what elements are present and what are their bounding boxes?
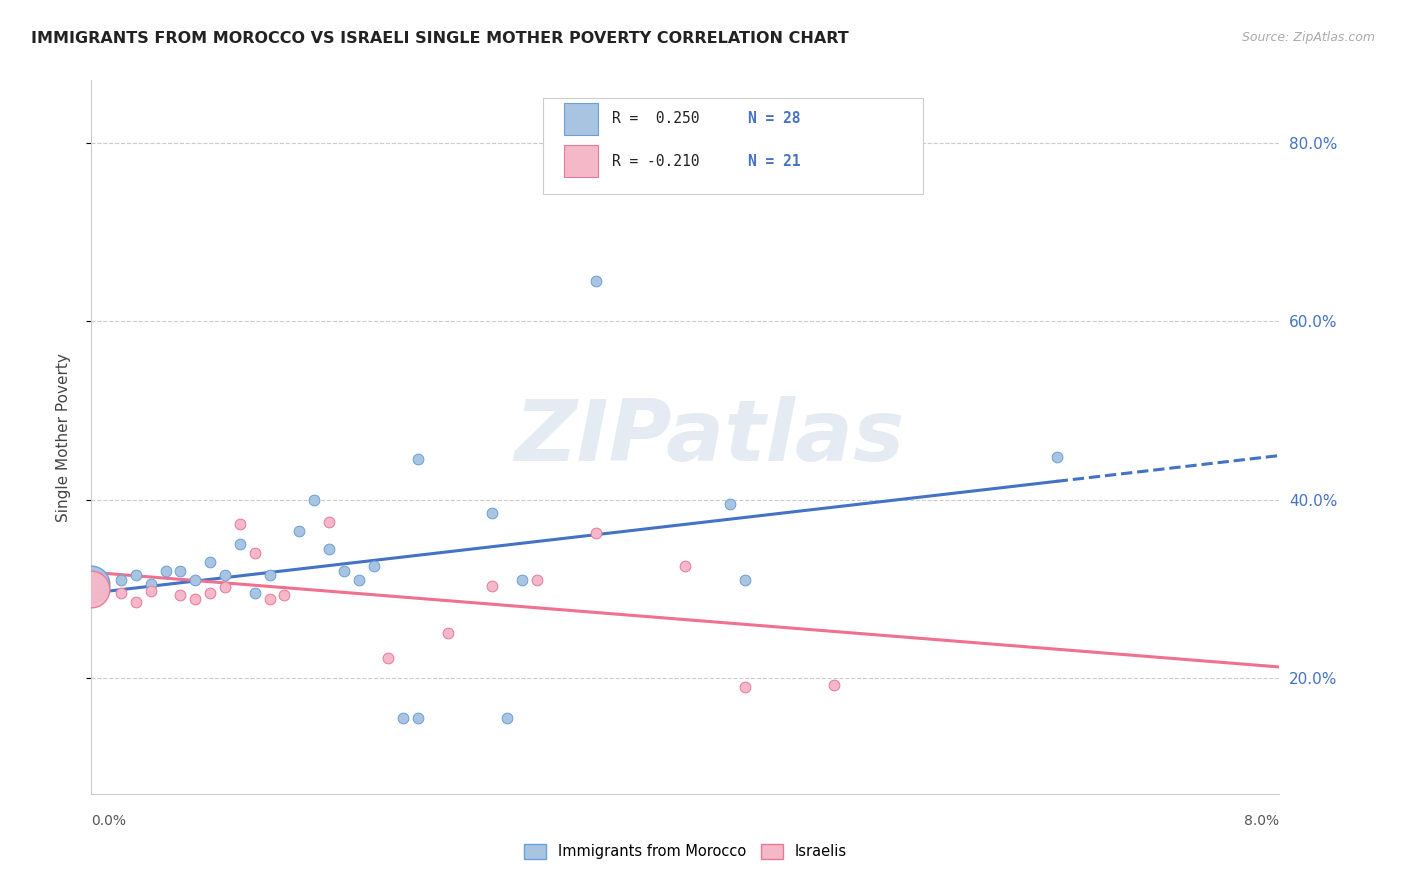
- Legend: Immigrants from Morocco, Israelis: Immigrants from Morocco, Israelis: [519, 838, 852, 865]
- Point: [318, 515, 340, 529]
- Point: [110, 586, 132, 600]
- Point: [80, 577, 103, 591]
- Point: [200, 555, 222, 569]
- Point: [406, 452, 429, 467]
- Text: N = 28: N = 28: [748, 112, 801, 126]
- Point: [169, 588, 191, 602]
- Bar: [564, 145, 598, 178]
- Point: [481, 506, 503, 520]
- Point: [273, 588, 295, 602]
- Point: [585, 274, 607, 288]
- Text: 0.0%: 0.0%: [91, 814, 127, 828]
- Text: R =  0.250: R = 0.250: [612, 112, 699, 126]
- Point: [184, 573, 207, 587]
- Text: R = -0.210: R = -0.210: [612, 153, 699, 169]
- Point: [243, 546, 266, 560]
- Point: [585, 525, 607, 540]
- Text: ZIPatlas: ZIPatlas: [515, 395, 904, 479]
- Point: [363, 559, 385, 574]
- Point: [333, 564, 356, 578]
- Point: [110, 573, 132, 587]
- Point: [229, 537, 252, 551]
- Text: 8.0%: 8.0%: [1244, 814, 1279, 828]
- Point: [259, 592, 281, 607]
- Point: [139, 584, 162, 599]
- Point: [155, 564, 177, 578]
- Point: [347, 573, 370, 587]
- Point: [214, 580, 236, 594]
- Point: [496, 711, 519, 725]
- Text: IMMIGRANTS FROM MOROCCO VS ISRAELI SINGLE MOTHER POVERTY CORRELATION CHART: IMMIGRANTS FROM MOROCCO VS ISRAELI SINGL…: [31, 31, 849, 46]
- Point: [436, 626, 458, 640]
- Point: [823, 678, 845, 692]
- Point: [229, 517, 252, 532]
- Point: [288, 524, 311, 538]
- Point: [214, 568, 236, 582]
- Text: N = 21: N = 21: [748, 153, 801, 169]
- Point: [243, 586, 266, 600]
- Point: [125, 568, 148, 582]
- Point: [481, 579, 503, 593]
- Point: [125, 595, 148, 609]
- Point: [169, 564, 191, 578]
- Point: [200, 586, 222, 600]
- Point: [184, 592, 207, 607]
- Point: [139, 577, 162, 591]
- Point: [734, 573, 756, 587]
- Point: [259, 568, 281, 582]
- Point: [80, 582, 103, 596]
- Point: [526, 573, 548, 587]
- Point: [1046, 450, 1069, 464]
- Y-axis label: Single Mother Poverty: Single Mother Poverty: [56, 352, 70, 522]
- Point: [673, 559, 696, 574]
- Point: [734, 680, 756, 694]
- Point: [510, 573, 533, 587]
- Bar: [564, 103, 598, 135]
- FancyBboxPatch shape: [543, 98, 922, 194]
- Point: [718, 497, 741, 511]
- Point: [406, 711, 429, 725]
- Point: [318, 541, 340, 556]
- Point: [377, 651, 399, 665]
- Text: Source: ZipAtlas.com: Source: ZipAtlas.com: [1241, 31, 1375, 45]
- Point: [392, 711, 415, 725]
- Point: [302, 492, 325, 507]
